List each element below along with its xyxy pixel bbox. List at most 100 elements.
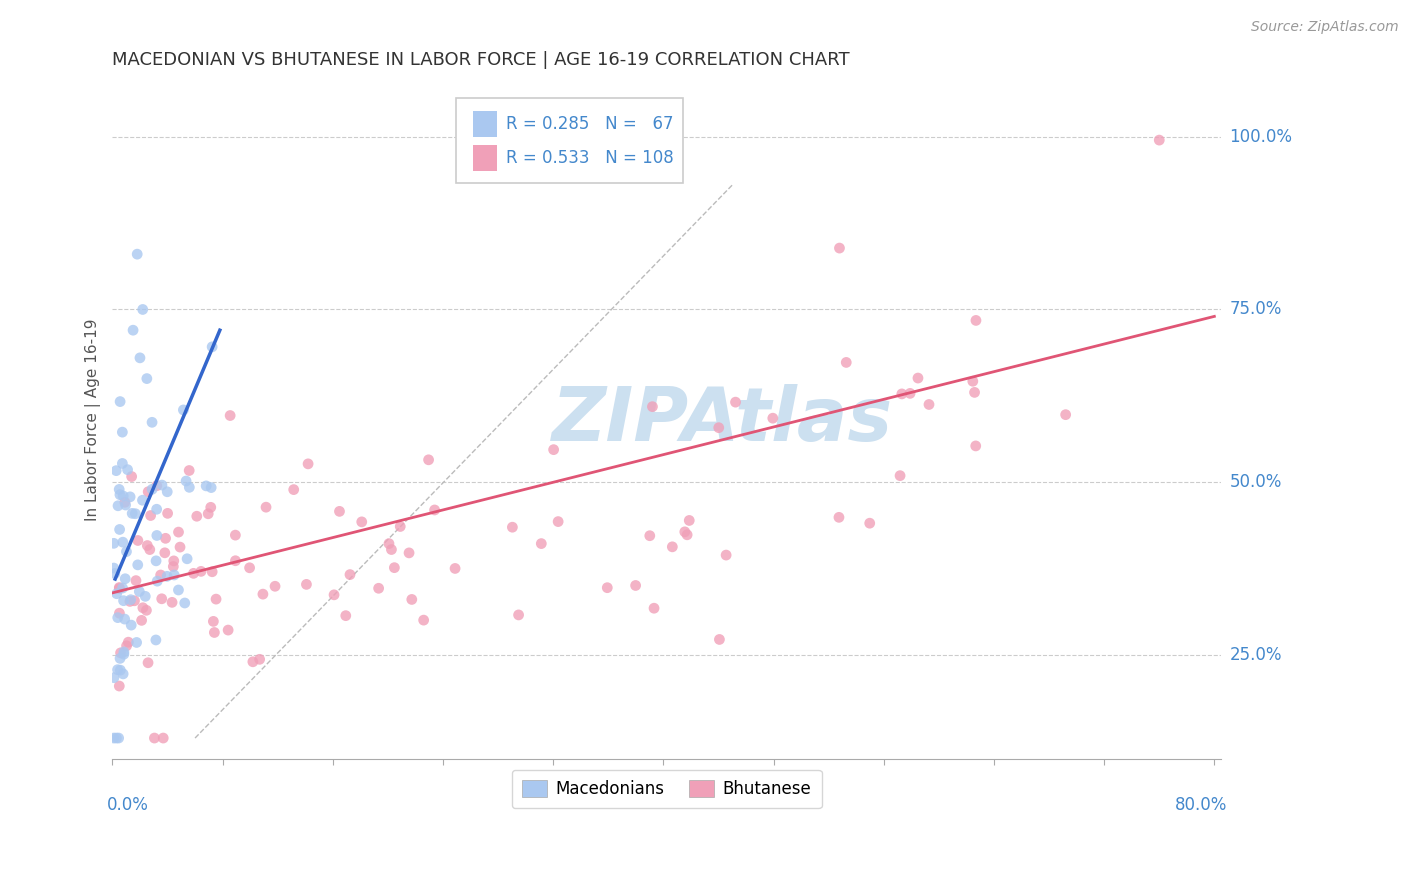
Point [145,479,167,493]
FancyBboxPatch shape [472,112,498,136]
Text: MACEDONIAN VS BHUTANESE IN LABOR FORCE | AGE 16-19 CORRELATION CHART: MACEDONIAN VS BHUTANESE IN LABOR FORCE |… [112,51,851,69]
Point [239,561,262,575]
Point [242,655,264,669]
Text: 25.0%: 25.0% [1230,646,1282,665]
Point [183,566,205,581]
Point [135,603,157,617]
Point [112,489,135,503]
Point [105,731,128,745]
Point [401,592,423,607]
Point [160,595,183,609]
Point [103,731,125,745]
Point [547,515,569,529]
Point [172,403,194,417]
Point [179,480,201,494]
Point [155,531,177,545]
Point [108,582,131,596]
Point [249,652,271,666]
Point [378,536,401,550]
Point [176,551,198,566]
Point [134,590,156,604]
Point [139,542,162,557]
Point [103,671,125,685]
Point [127,533,149,548]
Point [129,351,152,365]
Point [714,548,737,562]
Point [127,558,149,572]
Text: 50.0%: 50.0% [1230,474,1282,491]
Point [150,591,173,606]
Point [163,554,186,568]
Point [283,483,305,497]
Point [145,554,167,568]
Point [423,503,446,517]
Point [117,635,139,649]
Point [105,587,128,601]
Point [103,561,125,575]
Text: Source: ZipAtlas.com: Source: ZipAtlas.com [1251,20,1399,34]
Point [224,554,246,568]
Point [112,593,135,607]
Point [200,481,222,495]
Point [762,411,785,425]
Point [108,651,131,665]
Point [163,568,186,582]
Point [201,340,224,354]
Point [111,581,134,595]
Point [297,457,319,471]
Point [131,613,153,627]
Point [136,539,159,553]
Point [112,645,135,659]
Point [121,507,143,521]
Point [367,582,389,596]
Point [150,478,173,492]
Point [339,567,361,582]
Point [179,463,201,477]
Point [131,493,153,508]
Point [219,409,242,423]
Point [295,577,318,591]
Point [103,536,125,550]
Point [120,618,142,632]
Point [111,425,134,439]
Point [143,731,166,745]
Point [418,452,440,467]
Point [108,679,131,693]
Point [898,386,921,401]
Point [114,572,136,586]
Point [543,442,565,457]
Point [643,601,665,615]
Point [114,495,136,509]
Point [201,565,224,579]
Point [173,596,195,610]
Point [202,615,225,629]
Point [709,632,731,647]
Point [115,639,138,653]
Point [907,371,929,385]
Point [174,474,197,488]
Point [128,584,150,599]
Point [125,635,148,649]
Text: R = 0.533   N = 108: R = 0.533 N = 108 [506,149,673,167]
Point [136,656,159,670]
Text: ZIPAtlas: ZIPAtlas [551,384,893,457]
Point [963,385,986,400]
Point [153,546,176,560]
Text: 75.0%: 75.0% [1230,301,1282,318]
Point [141,415,163,429]
Point [120,490,142,504]
Point [114,612,136,626]
Point [156,507,179,521]
Point [252,587,274,601]
Point [120,592,142,607]
Point [197,507,219,521]
Point [145,502,167,516]
Point [596,581,619,595]
Point [323,588,346,602]
Point [254,500,277,515]
Point [111,535,134,549]
Point [149,568,172,582]
Point [139,508,162,523]
Point [107,663,129,677]
Point [965,313,987,327]
